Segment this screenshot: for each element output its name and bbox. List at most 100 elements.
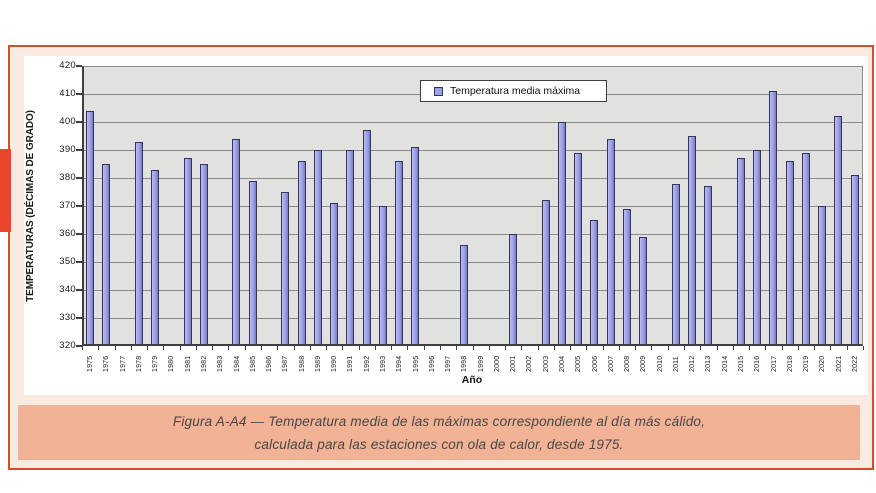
x-tick-mark — [98, 346, 100, 350]
y-tick-mark — [76, 65, 82, 67]
x-tick-label-1991: 1991 — [347, 355, 355, 372]
x-tick-mark — [212, 346, 214, 350]
x-tick-label-1976: 1976 — [103, 355, 111, 372]
y-tick-label-390: 390 — [59, 144, 76, 155]
x-tick-mark — [667, 346, 669, 350]
x-tick-mark — [618, 346, 620, 350]
x-tick-label-1977: 1977 — [119, 355, 127, 372]
bar-2016 — [753, 150, 762, 344]
x-tick-mark — [814, 346, 816, 350]
x-tick-mark — [277, 346, 279, 350]
bar-1989 — [313, 150, 322, 344]
x-tick-mark — [163, 346, 165, 350]
x-tick-mark — [716, 346, 718, 350]
x-tick-label-2021: 2021 — [835, 355, 843, 372]
y-tick-mark — [76, 233, 82, 235]
bar-1993 — [378, 206, 387, 344]
x-tick-label-2015: 2015 — [737, 355, 745, 372]
figure-frame: TEMPERATURAS (DÉCIMAS DE GRADO) Temperat… — [8, 45, 874, 470]
chart-panel: TEMPERATURAS (DÉCIMAS DE GRADO) Temperat… — [24, 56, 868, 395]
bar-1990 — [330, 203, 339, 344]
bar-2009 — [639, 236, 648, 344]
x-tick-label-2018: 2018 — [786, 355, 794, 372]
y-tick-mark — [76, 345, 82, 347]
bar-2019 — [801, 152, 810, 344]
x-tick-mark — [244, 346, 246, 350]
x-tick-label-2016: 2016 — [754, 355, 762, 372]
x-tick-mark — [260, 346, 262, 350]
x-tick-label-1995: 1995 — [412, 355, 420, 372]
x-tick-label-2002: 2002 — [526, 355, 534, 372]
x-tick-label-2013: 2013 — [705, 355, 713, 372]
x-tick-mark — [586, 346, 588, 350]
x-tick-mark — [651, 346, 653, 350]
caption-line-2: calculada para las estaciones con ola de… — [254, 436, 624, 452]
bar-2005 — [574, 152, 583, 344]
bar-2021 — [834, 116, 843, 344]
x-tick-mark — [553, 346, 555, 350]
x-tick-label-1982: 1982 — [201, 355, 209, 372]
bar-1992 — [362, 130, 371, 344]
bar-1987 — [281, 192, 290, 344]
x-tick-label-1994: 1994 — [396, 355, 404, 372]
x-tick-label-1997: 1997 — [445, 355, 453, 372]
x-tick-label-2000: 2000 — [493, 355, 501, 372]
x-tick-mark — [521, 346, 523, 350]
x-tick-label-2009: 2009 — [640, 355, 648, 372]
x-axis-title: Año — [461, 374, 483, 386]
y-tick-mark — [76, 177, 82, 179]
x-tick-label-1986: 1986 — [266, 355, 274, 372]
x-tick-mark — [635, 346, 637, 350]
gridline — [84, 178, 862, 179]
x-tick-mark — [456, 346, 458, 350]
legend-label: Temperatura media máxima — [450, 85, 581, 97]
y-tick-mark — [76, 289, 82, 291]
x-tick-label-1978: 1978 — [135, 355, 143, 372]
x-tick-label-1990: 1990 — [331, 355, 339, 372]
x-tick-label-2020: 2020 — [819, 355, 827, 372]
x-tick-label-2001: 2001 — [510, 355, 518, 372]
x-tick-label-1981: 1981 — [184, 355, 192, 372]
x-tick-label-1979: 1979 — [152, 355, 160, 372]
bar-2004 — [557, 122, 566, 344]
x-tick-mark — [179, 346, 181, 350]
bar-1998 — [460, 245, 469, 344]
x-tick-mark — [846, 346, 848, 350]
x-tick-label-1996: 1996 — [428, 355, 436, 372]
x-tick-mark — [830, 346, 832, 350]
x-tick-mark — [765, 346, 767, 350]
x-tick-mark — [684, 346, 686, 350]
x-tick-mark — [391, 346, 393, 350]
bar-1984 — [232, 138, 241, 344]
bar-1985 — [248, 180, 257, 344]
x-tick-label-2010: 2010 — [656, 355, 664, 372]
bar-1994 — [395, 161, 404, 344]
x-tick-mark — [537, 346, 539, 350]
x-tick-label-2011: 2011 — [672, 356, 680, 372]
x-tick-mark — [781, 346, 783, 350]
y-tick-label-420: 420 — [59, 60, 76, 71]
bar-2012 — [688, 136, 697, 344]
y-tick-mark — [76, 121, 82, 123]
bar-2008 — [622, 208, 631, 344]
gridline — [84, 122, 862, 123]
y-tick-label-340: 340 — [59, 284, 76, 295]
x-tick-mark — [749, 346, 751, 350]
x-tick-mark — [797, 346, 799, 350]
x-tick-mark — [863, 346, 864, 350]
x-tick-mark — [700, 346, 702, 350]
x-tick-mark — [147, 346, 149, 350]
bar-1975 — [86, 110, 94, 344]
x-tick-mark — [114, 346, 116, 350]
x-tick-label-2008: 2008 — [624, 355, 632, 372]
bar-2022 — [850, 175, 859, 344]
bar-2018 — [785, 161, 794, 344]
x-tick-mark — [570, 346, 572, 350]
x-tick-mark — [326, 346, 328, 350]
x-tick-label-2019: 2019 — [803, 355, 811, 372]
legend-marker-icon — [434, 86, 443, 96]
y-tick-label-360: 360 — [59, 228, 76, 239]
y-tick-label-380: 380 — [59, 172, 76, 183]
bar-1991 — [346, 150, 355, 344]
